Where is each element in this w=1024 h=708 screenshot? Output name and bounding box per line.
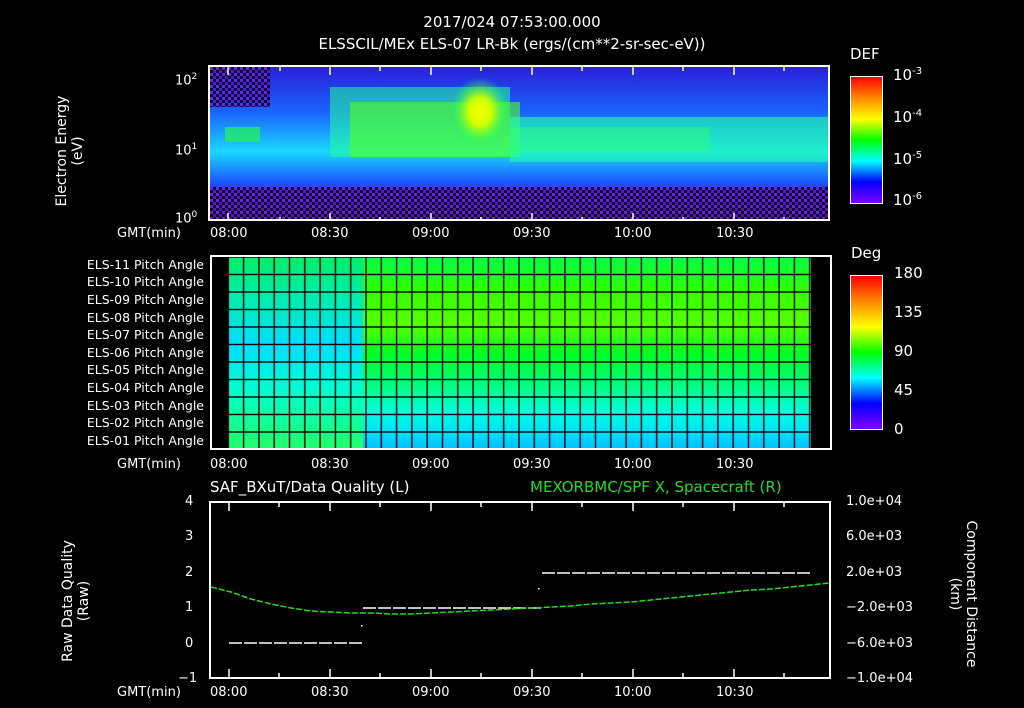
energy-xlabel: GMT(min) — [117, 226, 181, 241]
data-quality-plot[interactable] — [209, 501, 831, 679]
energy-spectrogram[interactable] — [208, 65, 830, 221]
deg-colorbar — [850, 275, 883, 430]
chart-timestamp: 2017/024 07:53:00.000 — [423, 13, 601, 31]
energy-ylabel: Electron Energy (eV) — [54, 95, 86, 207]
def-colorbar — [850, 76, 883, 204]
deg-colorbar-title: Deg — [851, 244, 882, 262]
chart-subtitle: ELSSCIL/MEx ELS-07 LR-Bk (ergs/(cm**2-sr… — [318, 35, 706, 53]
def-colorbar-title: DEF — [850, 45, 880, 63]
data-quality-title: SAF_BXuT/Data Quality (L) — [210, 478, 410, 496]
pitch-angle-xlabel: GMT(min) — [117, 457, 181, 472]
data-quality-ylabel: Raw Data Quality (Raw) — [60, 540, 92, 662]
spacecraft-x-title: MEXORBMC/SPF X, Spacecraft (R) — [530, 478, 782, 496]
distance-ylabel: Component Distance (km) — [947, 520, 979, 668]
pitch-angle-heatmap[interactable] — [210, 255, 832, 450]
data-quality-xlabel: GMT(min) — [117, 685, 181, 700]
